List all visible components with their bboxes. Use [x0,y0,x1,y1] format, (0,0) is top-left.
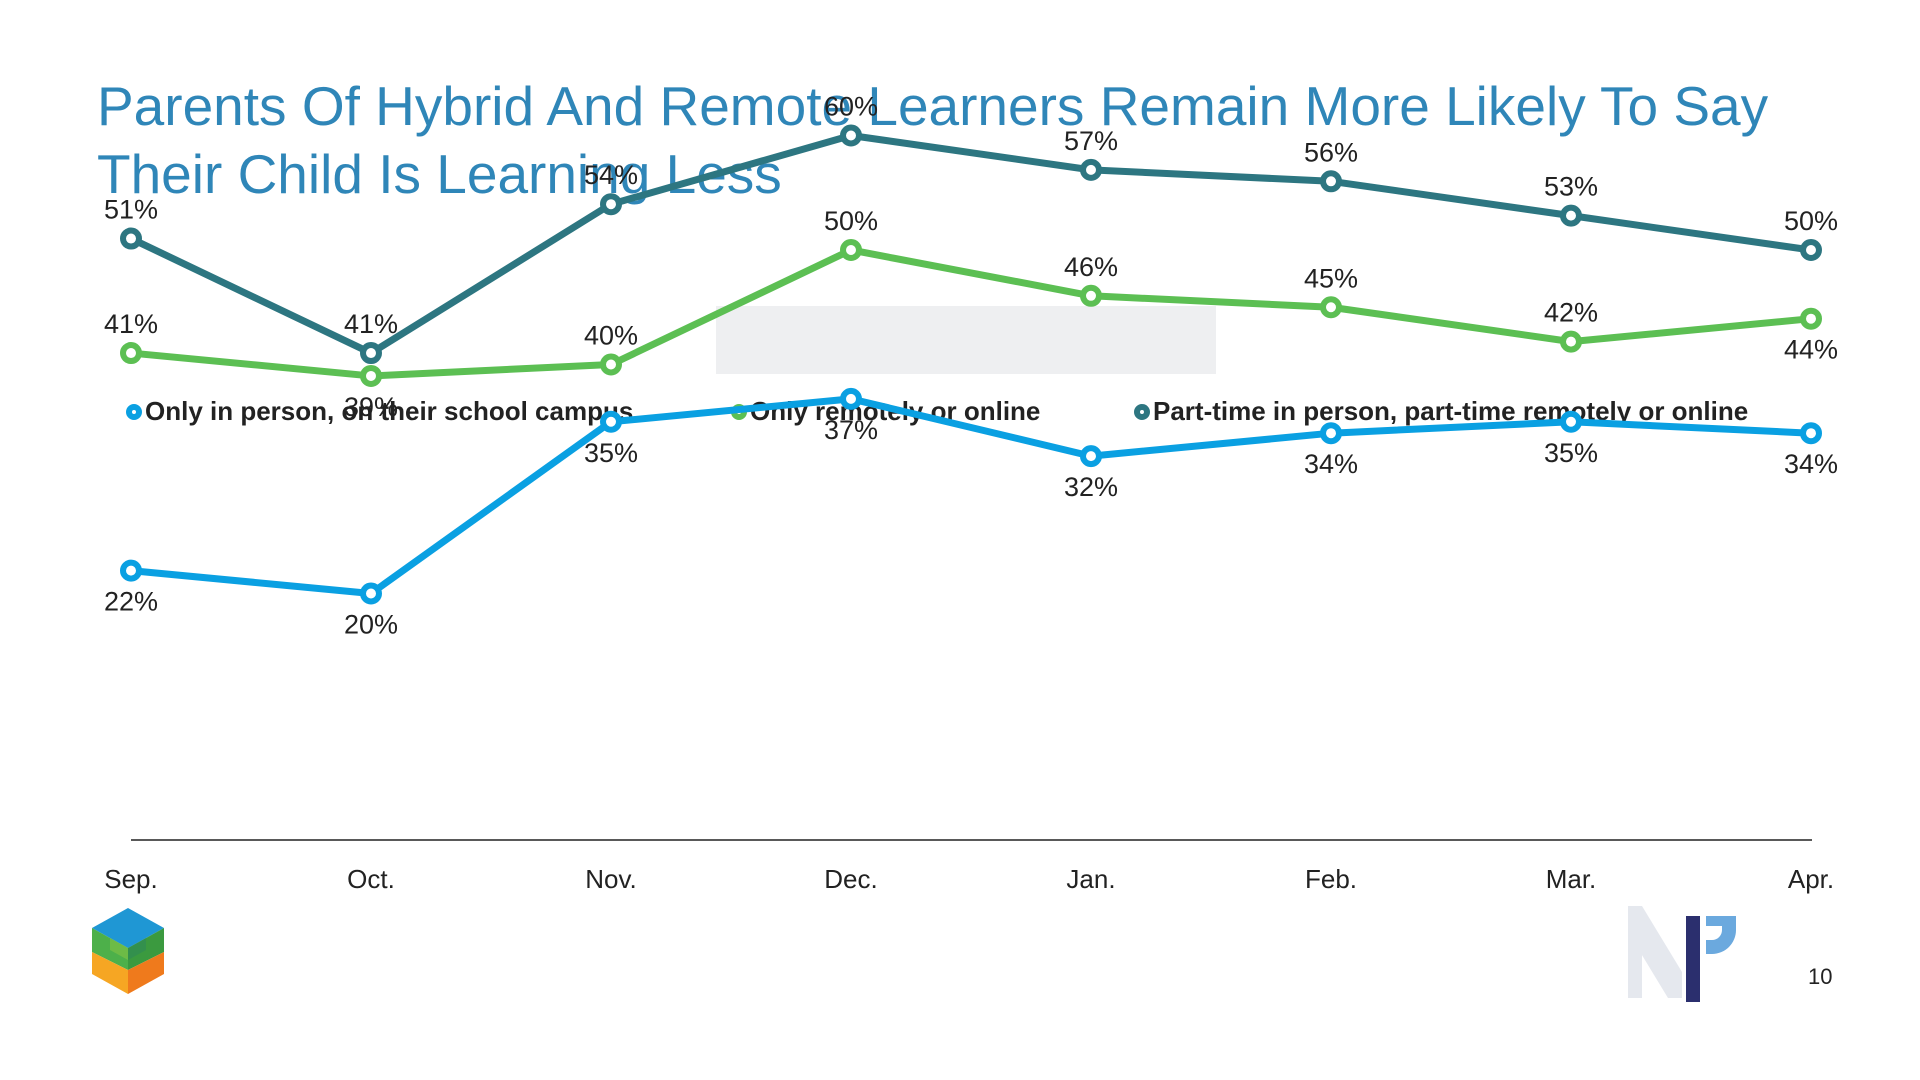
x-tick-label: Apr. [1788,864,1834,894]
x-tick-label: Dec. [824,864,877,894]
data-label-remote-1: 39% [344,392,398,422]
legend-item-hybrid: Part-time in person, part-time remotely … [1134,396,1748,427]
data-point-remote-5 [1320,296,1342,319]
data-label-in-person-4: 32% [1064,472,1118,502]
data-label-remote-6: 42% [1544,298,1598,328]
data-label-in-person-6: 35% [1544,438,1598,468]
legend-marker-in-person [126,403,142,420]
data-point-hybrid-7 [1800,239,1822,261]
legend-marker-hybrid [1134,403,1150,420]
data-point-hybrid-3 [840,124,862,147]
data-label-in-person-2: 35% [584,438,638,468]
data-label-in-person-0: 22% [104,587,158,617]
data-label-in-person-3: 37% [824,415,878,445]
data-point-hybrid-1 [360,342,382,365]
x-tick-label: Mar. [1546,864,1597,894]
data-point-in-person-6 [1560,410,1582,433]
series-line-in-person [130,395,1812,597]
data-label-hybrid-4: 57% [1064,126,1118,156]
data-point-remote-0 [120,342,142,365]
data-label-remote-2: 40% [584,321,638,351]
data-point-remote-1 [360,364,382,387]
x-tick-label: Oct. [347,864,395,894]
data-label-in-person-7: 34% [1784,449,1838,479]
series-line-hybrid [129,132,1812,357]
data-point-in-person-5 [1320,422,1342,445]
data-point-remote-4 [1080,284,1102,307]
series-line-remote [130,246,1812,380]
data-point-in-person-2 [600,410,622,433]
x-tick-label: Feb. [1305,864,1357,894]
x-tick-label: Nov. [585,864,637,894]
data-label-in-person-1: 20% [344,610,398,640]
data-label-remote-7: 44% [1784,335,1838,365]
page-title: Parents Of Hybrid And Remote Learners Re… [97,75,1769,205]
x-tick-label: Sep. [104,864,158,894]
data-label-remote-4: 46% [1064,252,1118,282]
data-point-hybrid-5 [1320,170,1342,193]
np-logo [1628,906,1736,1002]
data-label-hybrid-6: 53% [1544,172,1598,202]
x-tick-label: Jan. [1066,864,1115,894]
data-point-remote-7 [1800,307,1822,330]
data-point-remote-6 [1560,330,1582,353]
data-point-hybrid-6 [1560,204,1582,227]
data-point-in-person-7 [1800,422,1822,445]
data-label-hybrid-2: 54% [584,160,638,190]
data-point-in-person-3 [840,387,862,410]
data-point-in-person-1 [360,582,382,605]
legend-label-in-person: Only in person, on their school campus [145,396,634,426]
page-number: 10 [1808,964,1833,989]
data-label-hybrid-3: 60% [824,92,878,122]
data-point-hybrid-0 [120,227,142,250]
legend-item-in-person: Only in person, on their school campus [126,396,633,427]
data-label-in-person-5: 34% [1304,449,1358,479]
data-point-remote-2 [600,353,622,376]
data-label-remote-5: 45% [1304,263,1358,293]
data-point-remote-3 [840,239,862,261]
data-label-hybrid-5: 56% [1304,137,1358,167]
data-label-remote-0: 41% [104,309,158,339]
legend-label-hybrid: Part-time in person, part-time remotely … [1153,396,1749,426]
data-label-hybrid-0: 51% [104,195,158,225]
data-label-hybrid-1: 41% [344,309,398,339]
data-point-in-person-4 [1080,445,1102,468]
company-logo-cube [92,908,164,994]
data-label-remote-3: 50% [824,206,878,236]
placeholder-box [716,306,1216,374]
data-label-hybrid-7: 50% [1784,206,1838,236]
data-point-hybrid-4 [1080,158,1102,181]
data-point-hybrid-2 [600,193,622,216]
data-point-in-person-0 [120,559,142,582]
